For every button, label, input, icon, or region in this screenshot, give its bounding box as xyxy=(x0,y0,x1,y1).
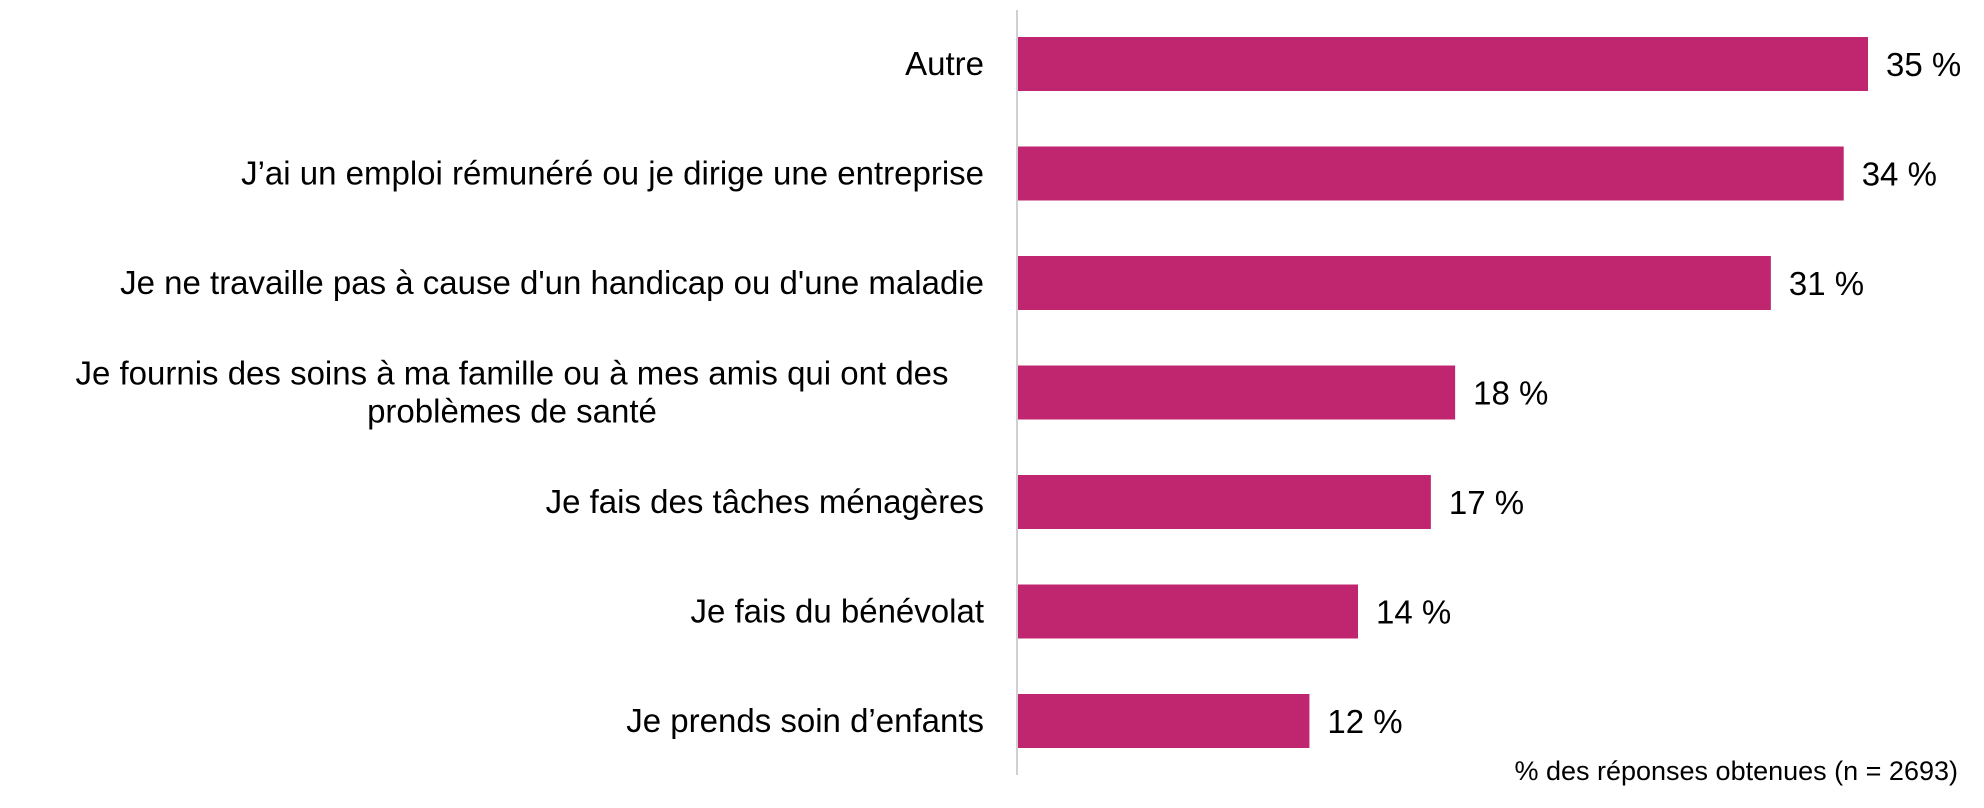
x-axis-label: % des réponses obtenues (n = 2693) xyxy=(1514,756,1958,786)
category-label-line: Autre xyxy=(905,45,984,82)
bar xyxy=(1018,694,1310,748)
data-label: 12 % xyxy=(1327,703,1402,740)
category-label: Je fais du bénévolat xyxy=(690,593,984,630)
bar xyxy=(1018,37,1868,91)
category-label: Je fais des tâches ménagères xyxy=(546,483,984,520)
category-label: Je prends soin d’enfants xyxy=(626,702,984,739)
data-label: 35 % xyxy=(1886,46,1961,83)
bar xyxy=(1018,584,1358,639)
category-labels: Autre J’ai un emploi rémunéré ou je dirig… xyxy=(75,45,984,739)
category-label-line: Je fais des tâches ménagères xyxy=(546,483,984,520)
bar xyxy=(1018,365,1456,420)
bar xyxy=(1018,256,1771,310)
category-label-line: Je fournis des soins à ma famille ou à m… xyxy=(75,355,948,392)
category-label: Je fournis des soins à ma famille ou à m… xyxy=(75,355,948,430)
category-label-line: Je prends soin d’enfants xyxy=(626,702,984,739)
data-label: 18 % xyxy=(1473,375,1548,412)
data-label: 34 % xyxy=(1862,156,1937,193)
category-label: J’ai un emploi rémunéré ou je dirige une… xyxy=(241,155,984,192)
category-label-line: J’ai un emploi rémunéré ou je dirige une… xyxy=(241,155,984,192)
category-label-line: problèmes de santé xyxy=(367,393,657,430)
bar xyxy=(1018,475,1431,529)
category-label: Autre xyxy=(905,45,984,82)
data-label: 14 % xyxy=(1376,594,1451,631)
bars xyxy=(1018,37,1868,748)
category-label-line: Je fais du bénévolat xyxy=(690,593,984,630)
data-labels: 35 % 34 % 31 % 18 % 17 % 14 % 12 % xyxy=(1327,46,1961,740)
category-label: Je ne travaille pas à cause d'un handica… xyxy=(120,264,984,301)
bar xyxy=(1018,146,1844,201)
category-label-line: Je ne travaille pas à cause d'un handica… xyxy=(120,264,984,301)
data-label: 31 % xyxy=(1789,265,1864,302)
data-label: 17 % xyxy=(1449,484,1524,521)
